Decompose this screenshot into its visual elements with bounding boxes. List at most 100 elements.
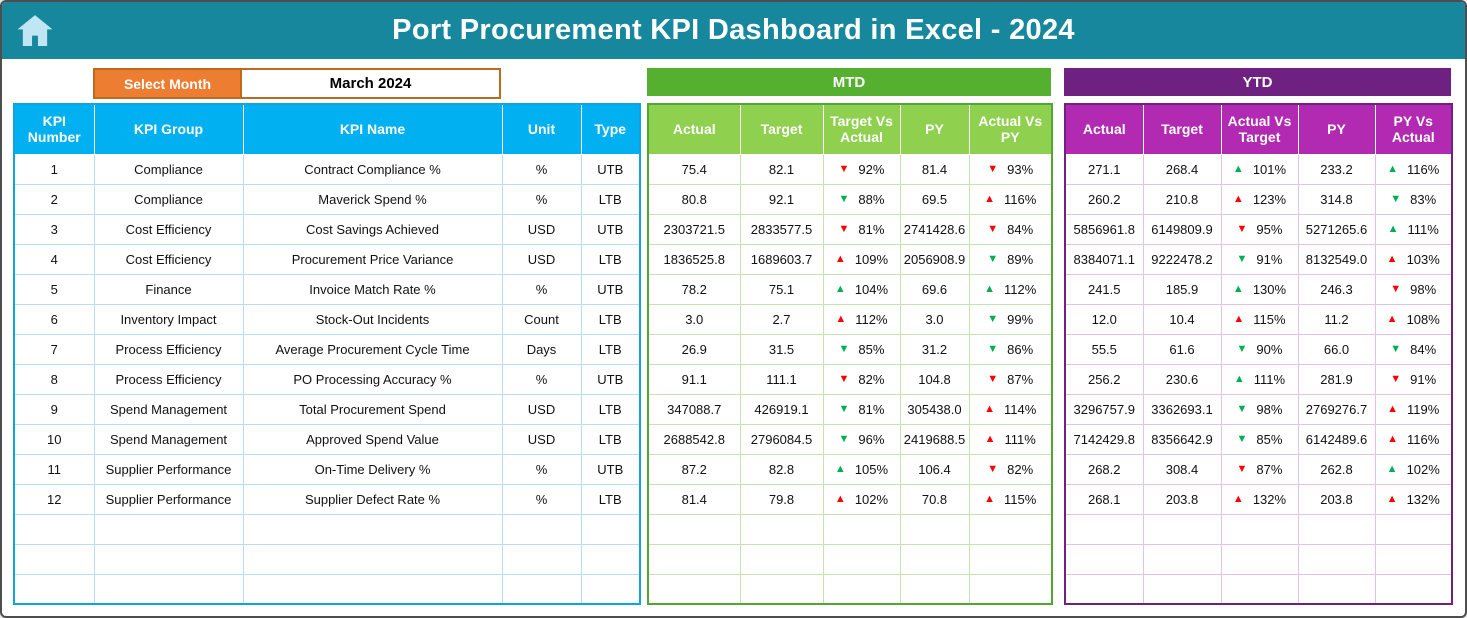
ytd-actual-vs-target-cell[interactable]: ▲ 130% [1220, 273, 1299, 305]
kpi-name-cell[interactable]: PO Processing Accuracy % [242, 363, 503, 395]
kpi-group-cell[interactable]: Spend Management [93, 423, 244, 455]
empty-cell[interactable] [822, 573, 901, 605]
mtd-py-cell[interactable]: 3.0 [899, 303, 970, 335]
empty-cell[interactable] [968, 513, 1053, 545]
ytd-py-vs-actual-cell[interactable]: ▲ 116% [1374, 153, 1453, 185]
empty-cell[interactable] [1064, 573, 1144, 605]
ytd-py-vs-actual-cell[interactable]: ▲ 103% [1374, 243, 1453, 275]
ytd-actual-vs-target-cell[interactable]: ▲ 132% [1220, 483, 1299, 515]
mtd-actual-cell[interactable]: 347088.7 [647, 393, 741, 425]
ytd-py-vs-actual-cell[interactable]: ▲ 111% [1374, 213, 1453, 245]
unit-cell[interactable]: Days [501, 333, 582, 365]
mtd-actual-cell[interactable]: 26.9 [647, 333, 741, 365]
ytd-py-vs-actual-cell[interactable]: ▼ 91% [1374, 363, 1453, 395]
mtd-actual-cell[interactable]: 81.4 [647, 483, 741, 515]
type-cell[interactable]: LTB [580, 393, 641, 425]
empty-cell[interactable] [93, 573, 244, 605]
empty-cell[interactable] [580, 543, 641, 575]
empty-cell[interactable] [13, 513, 95, 545]
empty-cell[interactable] [1297, 513, 1376, 545]
mtd-target-cell[interactable]: 82.1 [739, 153, 824, 185]
ytd-py-cell[interactable]: 8132549.0 [1297, 243, 1376, 275]
unit-cell[interactable]: Count [501, 303, 582, 335]
mtd-py-cell[interactable]: 70.8 [899, 483, 970, 515]
kpi-number-cell[interactable]: 2 [13, 183, 95, 215]
kpi-number-cell[interactable]: 12 [13, 483, 95, 515]
unit-cell[interactable]: % [501, 183, 582, 215]
ytd-actual-vs-target-cell[interactable]: ▼ 85% [1220, 423, 1299, 455]
kpi-name-cell[interactable]: Invoice Match Rate % [242, 273, 503, 305]
mtd-target-cell[interactable]: 2833577.5 [739, 213, 824, 245]
empty-cell[interactable] [580, 573, 641, 605]
ytd-py-vs-actual-cell[interactable]: ▲ 116% [1374, 423, 1453, 455]
ytd-target-cell[interactable]: 10.4 [1142, 303, 1222, 335]
empty-cell[interactable] [739, 513, 824, 545]
home-icon[interactable] [15, 11, 55, 51]
mtd-actual-vs-py-cell[interactable]: ▼ 93% [968, 153, 1053, 185]
mtd-target-vs-actual-cell[interactable]: ▼ 85% [822, 333, 901, 365]
empty-cell[interactable] [501, 543, 582, 575]
empty-cell[interactable] [1142, 543, 1222, 575]
kpi-number-cell[interactable]: 1 [13, 153, 95, 185]
kpi-number-cell[interactable]: 3 [13, 213, 95, 245]
empty-cell[interactable] [739, 573, 824, 605]
mtd-py-cell[interactable]: 2056908.9 [899, 243, 970, 275]
ytd-py-cell[interactable]: 5271265.6 [1297, 213, 1376, 245]
empty-cell[interactable] [242, 543, 503, 575]
kpi-number-cell[interactable]: 8 [13, 363, 95, 395]
empty-cell[interactable] [899, 573, 970, 605]
kpi-name-cell[interactable]: Cost Savings Achieved [242, 213, 503, 245]
kpi-name-cell[interactable]: Maverick Spend % [242, 183, 503, 215]
ytd-actual-cell[interactable]: 268.2 [1064, 453, 1144, 485]
ytd-target-cell[interactable]: 268.4 [1142, 153, 1222, 185]
unit-cell[interactable]: % [501, 453, 582, 485]
ytd-actual-vs-target-cell[interactable]: ▼ 91% [1220, 243, 1299, 275]
mtd-target-vs-actual-cell[interactable]: ▼ 81% [822, 213, 901, 245]
type-cell[interactable]: UTB [580, 153, 641, 185]
ytd-py-vs-actual-cell[interactable]: ▼ 83% [1374, 183, 1453, 215]
type-cell[interactable]: UTB [580, 213, 641, 245]
kpi-number-cell[interactable]: 10 [13, 423, 95, 455]
mtd-actual-vs-py-cell[interactable]: ▼ 89% [968, 243, 1053, 275]
empty-cell[interactable] [242, 573, 503, 605]
empty-cell[interactable] [1374, 543, 1453, 575]
ytd-actual-cell[interactable]: 55.5 [1064, 333, 1144, 365]
mtd-actual-vs-py-cell[interactable]: ▲ 116% [968, 183, 1053, 215]
empty-cell[interactable] [93, 513, 244, 545]
ytd-target-cell[interactable]: 185.9 [1142, 273, 1222, 305]
mtd-actual-vs-py-cell[interactable]: ▼ 84% [968, 213, 1053, 245]
empty-cell[interactable] [1220, 573, 1299, 605]
empty-cell[interactable] [1297, 573, 1376, 605]
kpi-name-cell[interactable]: On-Time Delivery % [242, 453, 503, 485]
type-cell[interactable]: UTB [580, 453, 641, 485]
kpi-number-cell[interactable]: 11 [13, 453, 95, 485]
kpi-group-cell[interactable]: Supplier Performance [93, 453, 244, 485]
mtd-actual-cell[interactable]: 3.0 [647, 303, 741, 335]
kpi-group-cell[interactable]: Compliance [93, 153, 244, 185]
kpi-group-cell[interactable]: Inventory Impact [93, 303, 244, 335]
kpi-name-cell[interactable]: Approved Spend Value [242, 423, 503, 455]
empty-cell[interactable] [501, 573, 582, 605]
kpi-group-cell[interactable]: Finance [93, 273, 244, 305]
kpi-group-cell[interactable]: Cost Efficiency [93, 243, 244, 275]
ytd-actual-vs-target-cell[interactable]: ▼ 98% [1220, 393, 1299, 425]
ytd-py-vs-actual-cell[interactable]: ▲ 119% [1374, 393, 1453, 425]
kpi-group-cell[interactable]: Compliance [93, 183, 244, 215]
type-cell[interactable]: LTB [580, 303, 641, 335]
mtd-py-cell[interactable]: 305438.0 [899, 393, 970, 425]
ytd-actual-vs-target-cell[interactable]: ▲ 123% [1220, 183, 1299, 215]
mtd-actual-cell[interactable]: 1836525.8 [647, 243, 741, 275]
empty-cell[interactable] [1064, 513, 1144, 545]
ytd-actual-cell[interactable]: 5856961.8 [1064, 213, 1144, 245]
mtd-actual-vs-py-cell[interactable]: ▼ 99% [968, 303, 1053, 335]
mtd-target-cell[interactable]: 79.8 [739, 483, 824, 515]
ytd-actual-cell[interactable]: 256.2 [1064, 363, 1144, 395]
mtd-py-cell[interactable]: 106.4 [899, 453, 970, 485]
kpi-group-cell[interactable]: Process Efficiency [93, 333, 244, 365]
ytd-py-vs-actual-cell[interactable]: ▲ 132% [1374, 483, 1453, 515]
empty-cell[interactable] [1142, 513, 1222, 545]
kpi-number-cell[interactable]: 5 [13, 273, 95, 305]
ytd-actual-cell[interactable]: 3296757.9 [1064, 393, 1144, 425]
ytd-target-cell[interactable]: 8356642.9 [1142, 423, 1222, 455]
type-cell[interactable]: UTB [580, 363, 641, 395]
